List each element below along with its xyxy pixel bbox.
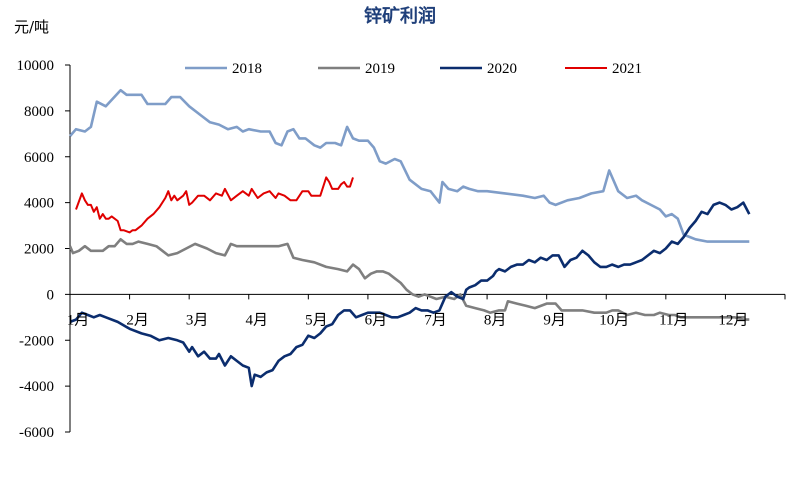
y-tick-label: 2000 [24,242,54,258]
y-tick-label: 10000 [17,58,55,74]
series-line-2019 [68,238,750,321]
y-tick-label: 4000 [24,196,54,212]
month-label: 11月 [659,312,688,328]
month-label: 12月 [718,312,748,328]
y-tick-label: 6000 [24,150,54,166]
month-label: 5月 [305,312,328,328]
legend-label-2019: 2019 [365,61,395,77]
month-labels: 1月 2月 3月 4月 5月 6月 7月 8月 9月 10月 11月 12月 [67,312,749,328]
month-label: 3月 [186,312,209,328]
month-label: 8月 [484,312,507,328]
month-label: 7月 [424,312,447,328]
legend-label-2018: 2018 [232,61,262,77]
series-line-2021 [75,176,354,234]
series-layer [68,88,751,388]
series-line-2018 [69,88,750,243]
y-tick-label: -6000 [19,425,54,441]
y-tick-label: -2000 [19,333,54,349]
chart-title: 锌矿利润 [364,5,436,27]
month-label: 2月 [126,312,149,328]
axes: 10000 8000 6000 4000 2000 0 -2000 -4000 -6000 [17,58,786,441]
month-label: 9月 [543,312,566,328]
legend-label-2021: 2021 [612,61,642,77]
legend: 2018 2019 2020 2021 [185,61,642,77]
series-line-2020 [69,201,751,388]
y-tick-label: 0 [47,287,55,303]
month-label: 6月 [365,312,388,328]
legend-label-2020: 2020 [487,61,517,77]
month-label: 10月 [599,312,629,328]
y-unit-label: 元/吨 [14,18,49,36]
month-label: 1月 [67,312,90,328]
month-label: 4月 [245,312,268,328]
y-tick-label: 8000 [24,104,54,120]
y-tick-label: -4000 [19,379,54,395]
